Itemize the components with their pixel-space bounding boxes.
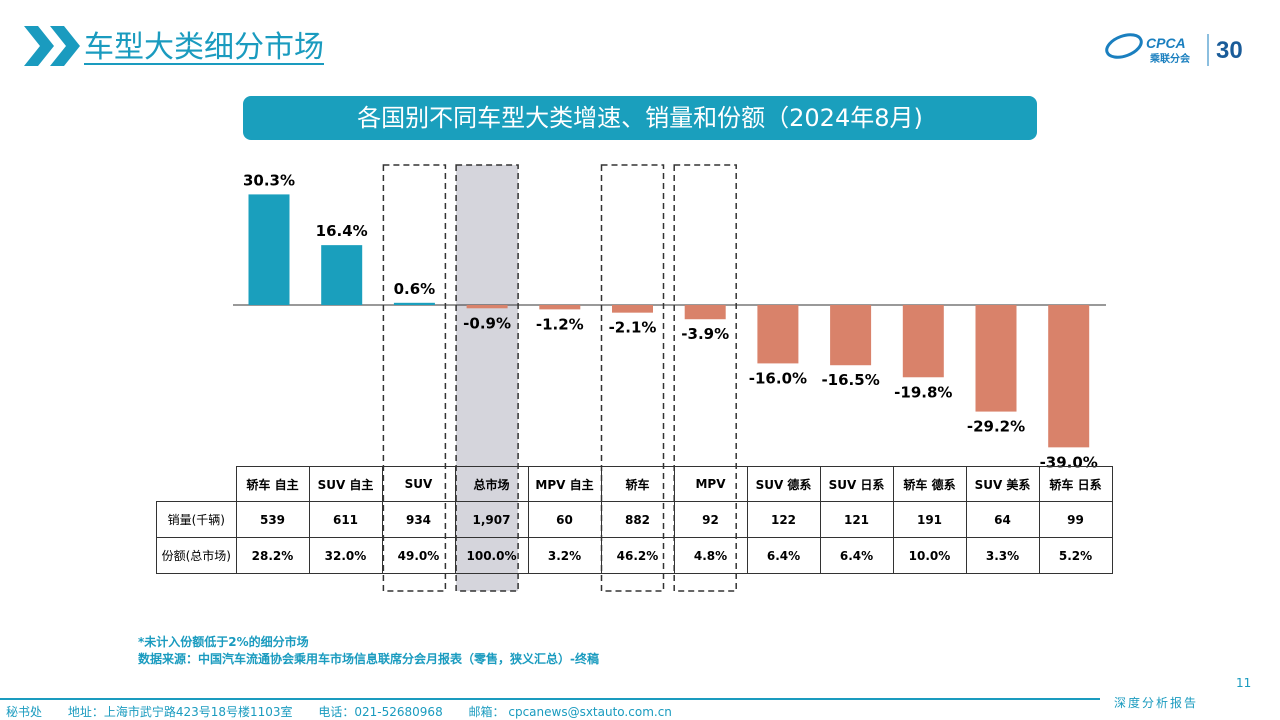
table-cell: 539 <box>235 501 310 538</box>
footnote: *未计入份额低于2%的细分市场 数据来源：中国汽车流通协会乘用车市场信息联席分会… <box>138 634 599 668</box>
footnote-line-1: *未计入份额低于2%的细分市场 <box>138 635 309 649</box>
chevron-double-icon <box>24 26 80 66</box>
table-cell: 100.0% <box>454 537 529 574</box>
table-cell: 5.2% <box>1038 537 1113 574</box>
row-label: 份额(总市场) <box>156 537 237 574</box>
table-row-share: 份额(总市场) 28.2% 32.0% 49.0% 100.0% 3.2% 46… <box>156 537 1113 574</box>
footnote-line-2: 数据来源：中国汽车流通协会乘用车市场信息联席分会月报表（零售，狭义汇总）-终稿 <box>138 652 599 666</box>
table-cell: 882 <box>600 501 675 538</box>
data-label: 30.3% <box>243 171 295 189</box>
data-label: -29.2% <box>967 418 1025 436</box>
data-label: 16.4% <box>316 222 368 240</box>
table-header-cell: 轿车 德系 <box>892 466 967 502</box>
table-cell: 32.0% <box>308 537 383 574</box>
svg-text:CPCA: CPCA <box>1146 35 1186 51</box>
table-cell: 122 <box>746 501 821 538</box>
svg-text:30: 30 <box>1216 37 1243 64</box>
bar <box>248 194 290 305</box>
table-cell: 611 <box>308 501 383 538</box>
table-cell: 92 <box>673 501 748 538</box>
footer-address: 地址：上海市武宁路423号18号楼1103室 <box>67 705 293 719</box>
table-cell: 3.2% <box>527 537 602 574</box>
chart-title-banner: 各国别不同车型大类增速、销量和份额（2024年8月) <box>243 96 1037 140</box>
table-corner <box>156 466 237 502</box>
table-cell: 191 <box>892 501 967 538</box>
table-cell: 49.0% <box>381 537 456 574</box>
table-header-cell: MPV <box>673 466 748 502</box>
footer-org: 秘书处 <box>6 705 43 719</box>
table-cell: 60 <box>527 501 602 538</box>
bar <box>539 305 581 310</box>
footer: 秘书处 地址：上海市武宁路423号18号楼1103室 电话：021-526809… <box>6 703 694 720</box>
data-label: 0.6% <box>394 280 436 298</box>
table-cell: 1,907 <box>454 501 529 538</box>
page-title: 车型大类细分市场 <box>84 30 324 65</box>
table-cell: 6.4% <box>819 537 894 574</box>
table-cell: 6.4% <box>746 537 821 574</box>
table-header-cell: MPV 自主 <box>527 466 602 502</box>
bar <box>684 305 726 320</box>
bar <box>466 305 508 309</box>
bar <box>1048 305 1090 448</box>
table-row-volume: 销量(千辆) 539 611 934 1,907 60 882 92 122 1… <box>156 501 1113 538</box>
table-cell: 28.2% <box>235 537 310 574</box>
page-number: 11 <box>1236 676 1252 690</box>
svg-text:乘联分会: 乘联分会 <box>1149 52 1190 65</box>
table-cell: 121 <box>819 501 894 538</box>
bar <box>902 305 944 378</box>
data-label: -16.5% <box>821 371 879 389</box>
data-label: -2.1% <box>609 319 657 337</box>
data-label: -16.0% <box>749 369 807 387</box>
table-header-row: 轿车 自主 SUV 自主 SUV 总市场 MPV 自主 轿车 MPV SUV 德… <box>156 466 1113 502</box>
table-cell: 3.3% <box>965 537 1040 574</box>
footer-phone: 电话：021-52680968 <box>318 705 443 719</box>
table-cell: 46.2% <box>600 537 675 574</box>
table-header-cell: 轿车 <box>600 466 675 502</box>
table-header-cell: SUV 自主 <box>308 466 383 502</box>
table-header-cell: SUV 德系 <box>746 466 821 502</box>
data-table: 轿车 自主 SUV 自主 SUV 总市场 MPV 自主 轿车 MPV SUV 德… <box>156 466 1113 574</box>
data-label: -19.8% <box>894 383 952 401</box>
row-label: 销量(千辆) <box>156 501 237 538</box>
table-header-cell: SUV 美系 <box>965 466 1040 502</box>
footer-divider <box>0 698 1100 700</box>
bar <box>757 305 799 364</box>
table-header-cell: 总市场 <box>454 466 529 502</box>
table-cell: 99 <box>1038 501 1113 538</box>
table-header-cell: 轿车 日系 <box>1038 466 1113 502</box>
data-label: -0.9% <box>463 314 511 332</box>
table-cell: 64 <box>965 501 1040 538</box>
table-cell: 10.0% <box>892 537 967 574</box>
footer-email: 邮箱： cpcanews@sxtauto.com.cn <box>468 705 672 719</box>
bar <box>612 305 653 313</box>
table-cell: 934 <box>381 501 456 538</box>
table-header-cell: 轿车 自主 <box>235 466 310 502</box>
bar <box>975 305 1017 412</box>
bar <box>830 305 872 366</box>
cpca-logo: CPCA 乘联分会 30 <box>1105 33 1243 66</box>
table-header-cell: SUV <box>381 466 456 502</box>
bar <box>321 245 363 305</box>
data-label: -1.2% <box>536 315 584 333</box>
report-tag: 深度分析报告 <box>1114 696 1199 710</box>
table-cell: 4.8% <box>673 537 748 574</box>
bar <box>393 302 435 305</box>
table-header-cell: SUV 日系 <box>819 466 894 502</box>
data-label: -3.9% <box>681 325 729 343</box>
